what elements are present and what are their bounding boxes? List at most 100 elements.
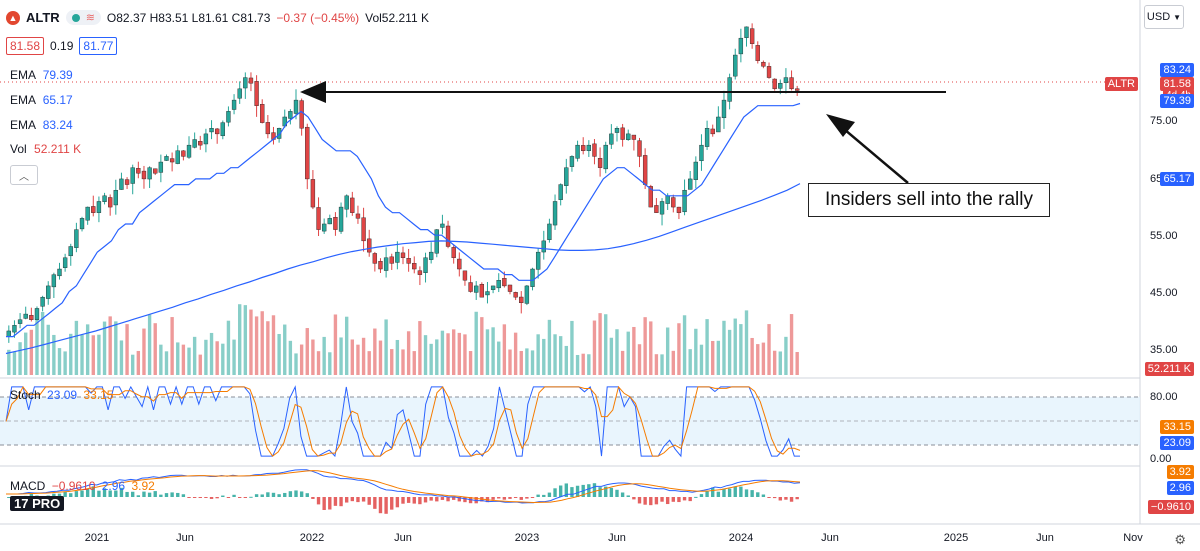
candle-body [17, 319, 23, 324]
volume-bar [626, 331, 630, 375]
macd-histogram-bar [170, 492, 174, 497]
volume-bar [57, 348, 62, 375]
ask-price[interactable]: 81.77 [79, 37, 118, 55]
currency-selector[interactable]: USD ▼ [1144, 5, 1184, 29]
candle-body [665, 195, 670, 204]
chart-header: ▲ ALTR ≋ O82.37 H83.51 L81.61 C81.73 −0.… [6, 10, 429, 25]
macd-histogram-bar [209, 497, 214, 499]
price-tick: 75.00 [1150, 115, 1178, 127]
ticker-tag: ALTR [1104, 77, 1138, 91]
volume-bar [649, 321, 653, 375]
candle-body [406, 258, 411, 264]
macd-histogram-bar [361, 497, 366, 502]
volume-bar [660, 354, 664, 375]
macd-name: MACD [10, 479, 46, 493]
volume-bar [598, 313, 602, 375]
macd-histogram-bar [192, 497, 197, 498]
macd-histogram-bar [632, 497, 636, 500]
legend-ema-2[interactable]: EMA 65.17 [10, 93, 73, 107]
legend-ema-3[interactable]: EMA 83.24 [10, 118, 73, 132]
candle-body [524, 285, 530, 304]
time-tick: Jun [176, 532, 194, 544]
annotation-callout[interactable]: Insiders sell into the rally [808, 183, 1050, 217]
volume-bar [12, 351, 17, 375]
volume-bar [7, 349, 11, 375]
macd-histogram-bar [316, 497, 321, 505]
macd-histogram-bar [463, 497, 467, 503]
macd-histogram-bar [367, 497, 371, 505]
candle-body [164, 156, 169, 161]
collapse-legend-button[interactable]: ︿ [10, 165, 38, 185]
macd-histogram-bar [243, 497, 248, 498]
volume-bar [74, 320, 79, 375]
volume-bar [615, 329, 619, 375]
macd-histogram-bar [542, 494, 546, 497]
candle-body [654, 205, 659, 213]
macd-histogram-bar [435, 497, 439, 502]
volume-bar [525, 348, 529, 375]
macd-histogram-bar [604, 486, 608, 497]
candle-body [766, 66, 772, 78]
price-tick: 35.00 [1150, 344, 1178, 356]
volume-bar [711, 340, 715, 375]
legend-stoch[interactable]: Stoch 23.09 33.15 [10, 388, 113, 402]
ema-slow-line [5, 183, 801, 355]
macd-histogram-bar [119, 487, 124, 497]
chevron-down-icon: ▼ [1173, 12, 1182, 22]
candle-body [445, 225, 451, 247]
candle-body [744, 26, 749, 38]
macd-histogram-bar [390, 497, 394, 510]
tradingview-logo[interactable]: 17 PRO [10, 496, 65, 511]
macd-histogram-bar [660, 497, 664, 502]
bid-price[interactable]: 81.58 [6, 37, 45, 55]
volume-bar [204, 339, 208, 375]
candle-body [29, 315, 34, 320]
ticker-symbol[interactable]: ALTR [26, 10, 60, 25]
volume-bar [744, 310, 749, 375]
volume-bar [508, 349, 512, 375]
vol-value: 52.211 K [34, 142, 82, 156]
volume-bar [435, 339, 439, 375]
macd-histogram-bar [739, 486, 743, 497]
legend-ema-1[interactable]: EMA 79.39 [10, 68, 73, 82]
candle-body [603, 144, 608, 170]
legend-macd[interactable]: MACD −0.9610 2.96 3.92 [10, 479, 155, 493]
volume-bar [350, 339, 355, 375]
candle-body [535, 251, 541, 270]
macd-histogram-bar [198, 497, 202, 498]
candle-body [321, 223, 327, 232]
legend-volume[interactable]: Vol 52.211 K [10, 142, 81, 156]
candle-body [490, 285, 496, 290]
volume-bar [671, 350, 675, 375]
macd-histogram-bar [519, 497, 523, 500]
macd-histogram-bar [226, 497, 231, 498]
macd-histogram-bar [378, 497, 383, 514]
candle-body [231, 99, 237, 110]
candle-body [389, 256, 394, 264]
volume-bar [52, 334, 56, 375]
volume-bar [176, 342, 180, 375]
stoch-k-line [5, 384, 800, 458]
candle-body [778, 82, 783, 89]
macd-histogram-bar [694, 496, 698, 498]
candle-body [558, 184, 563, 200]
volume-bar [688, 349, 692, 375]
macd-histogram-bar [74, 491, 79, 497]
macd-histogram-bar [491, 497, 495, 500]
settings-gear-icon[interactable]: ⚙ [1174, 532, 1186, 547]
candle-body [243, 77, 248, 89]
macd-histogram-bar [598, 487, 602, 497]
volume-bar [260, 311, 264, 375]
macd-histogram-bar [575, 485, 580, 497]
macd-histogram-bar [221, 495, 225, 497]
candle-body [327, 218, 332, 225]
macd-histogram-bar [7, 497, 11, 498]
candle-body [721, 99, 727, 119]
status-pill[interactable]: ≋ [65, 10, 101, 25]
volume-bar [266, 321, 270, 375]
candle-body [428, 251, 434, 260]
volume-bar [108, 316, 112, 375]
volume-bar [102, 321, 107, 375]
volume-bar [682, 315, 687, 375]
